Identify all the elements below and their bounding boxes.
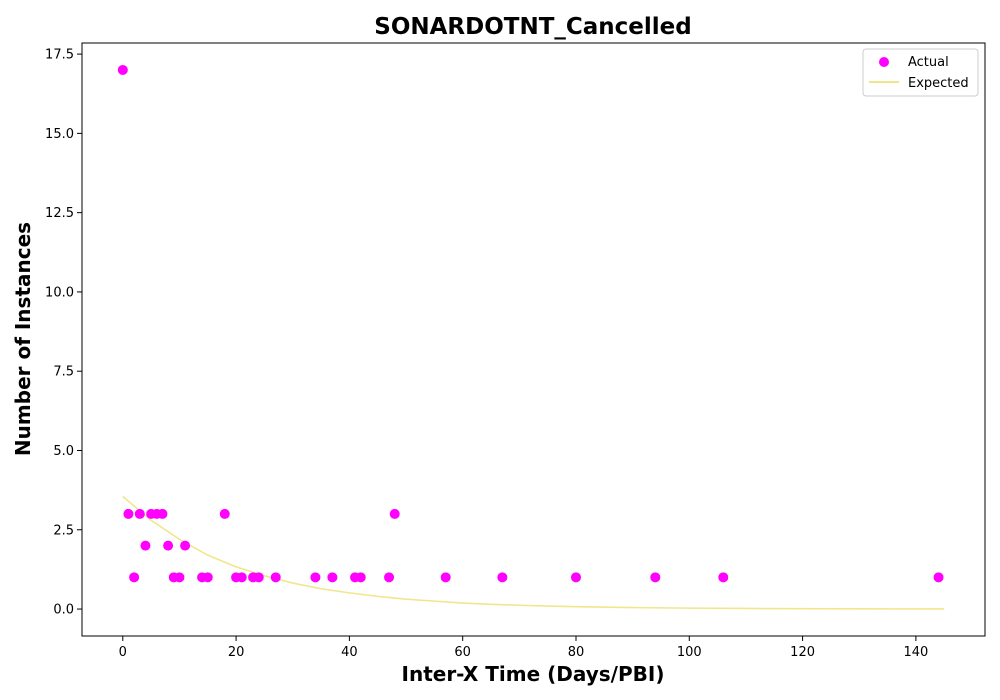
x-tick-label: 120 [790, 645, 815, 660]
legend-label-expected: Expected [908, 76, 969, 91]
chart-title: SONARDOTNT_Cancelled [374, 14, 692, 40]
x-tick-label: 40 [341, 645, 358, 660]
actual-point [157, 508, 168, 519]
x-tick-label: 60 [454, 645, 471, 660]
y-tick-label: 15.0 [45, 127, 74, 142]
actual-point [180, 540, 191, 551]
legend-box [862, 48, 979, 97]
actual-point [123, 508, 134, 519]
x-axis: 0 20 40 60 80 100 120 140 [119, 636, 928, 660]
actual-point [389, 508, 400, 519]
plot-area [81, 42, 986, 637]
actual-point [310, 572, 321, 583]
actual-point [933, 572, 944, 583]
plot-frame [81, 42, 986, 637]
y-tick-label: 2.5 [53, 523, 74, 538]
y-tick-label: 12.5 [45, 206, 74, 221]
legend-label-actual: Actual [908, 55, 949, 70]
actual-point [163, 540, 174, 551]
actual-point [384, 572, 395, 583]
x-tick-label: 100 [677, 645, 702, 660]
legend: Actual Expected [862, 48, 979, 97]
x-tick-label: 0 [119, 645, 127, 660]
expected-line [122, 495, 945, 610]
y-tick-label: 5.0 [53, 444, 74, 459]
actual-point [497, 572, 508, 583]
actual-point [253, 572, 264, 583]
actual-point [202, 572, 213, 583]
legend-marker-actual [879, 57, 889, 67]
actual-point [174, 572, 185, 583]
actual-series [117, 64, 944, 583]
x-axis-label: Inter-X Time (Days/PBI) [402, 662, 665, 686]
y-axis: 0.0 2.5 5.0 7.5 10.0 12.5 15.0 17.5 [45, 48, 82, 618]
x-tick-label: 140 [903, 645, 928, 660]
y-tick-label: 0.0 [53, 603, 74, 618]
y-axis-label: Number of Instances [11, 222, 35, 456]
actual-point [117, 64, 128, 75]
actual-point [718, 572, 729, 583]
actual-point [236, 572, 247, 583]
actual-point [134, 508, 145, 519]
expected-series [122, 495, 945, 610]
actual-point [650, 572, 661, 583]
actual-point [570, 572, 581, 583]
actual-point [270, 572, 281, 583]
y-tick-label: 10.0 [45, 285, 74, 300]
x-tick-label: 80 [568, 645, 585, 660]
actual-point [129, 572, 140, 583]
actual-point [327, 572, 338, 583]
actual-point [219, 508, 230, 519]
x-tick-label: 20 [228, 645, 245, 660]
y-tick-label: 17.5 [45, 48, 74, 63]
actual-point [355, 572, 366, 583]
y-tick-label: 7.5 [53, 365, 74, 380]
actual-point [440, 572, 451, 583]
actual-point [140, 540, 151, 551]
